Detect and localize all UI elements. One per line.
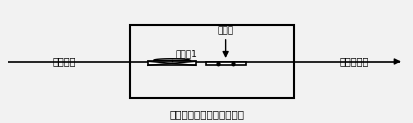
Bar (147, 61, 195, 65)
Text: 过热蜩汽: 过热蜩汽 (52, 56, 76, 67)
Text: 减温减压站　（阀后减温）: 减温减压站 （阀后减温） (169, 109, 244, 119)
Text: 减压阞1: 减压阞1 (175, 49, 197, 58)
Text: 减温水: 减温水 (217, 27, 233, 36)
Bar (205, 62, 245, 65)
Bar (130, 25, 293, 98)
Text: 供热至用户: 供热至用户 (339, 56, 368, 67)
